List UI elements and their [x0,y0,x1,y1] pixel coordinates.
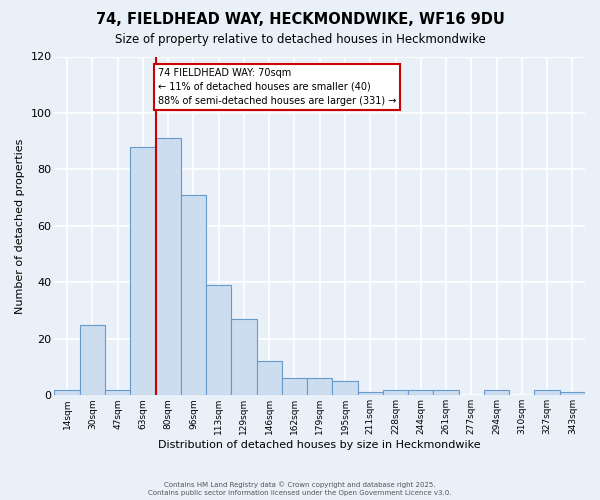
Y-axis label: Number of detached properties: Number of detached properties [15,138,25,314]
Bar [206,285,232,396]
Bar [130,147,155,396]
Bar [282,378,307,396]
Bar [332,381,358,396]
X-axis label: Distribution of detached houses by size in Heckmondwike: Distribution of detached houses by size … [158,440,481,450]
Text: Size of property relative to detached houses in Heckmondwike: Size of property relative to detached ho… [115,32,485,46]
Bar [408,390,433,396]
Bar [55,390,80,396]
Bar [307,378,332,396]
Bar [433,390,458,396]
Bar [181,195,206,396]
Bar [80,324,105,396]
Bar [383,390,408,396]
Bar [560,392,585,396]
Bar [105,390,130,396]
Text: 74, FIELDHEAD WAY, HECKMONDWIKE, WF16 9DU: 74, FIELDHEAD WAY, HECKMONDWIKE, WF16 9D… [95,12,505,28]
Text: Contains public sector information licensed under the Open Government Licence v3: Contains public sector information licen… [148,490,452,496]
Bar [155,138,181,396]
Bar [484,390,509,396]
Bar [257,362,282,396]
Text: 74 FIELDHEAD WAY: 70sqm
← 11% of detached houses are smaller (40)
88% of semi-de: 74 FIELDHEAD WAY: 70sqm ← 11% of detache… [158,68,397,106]
Bar [358,392,383,396]
Text: Contains HM Land Registry data © Crown copyright and database right 2025.: Contains HM Land Registry data © Crown c… [164,481,436,488]
Bar [535,390,560,396]
Bar [232,319,257,396]
